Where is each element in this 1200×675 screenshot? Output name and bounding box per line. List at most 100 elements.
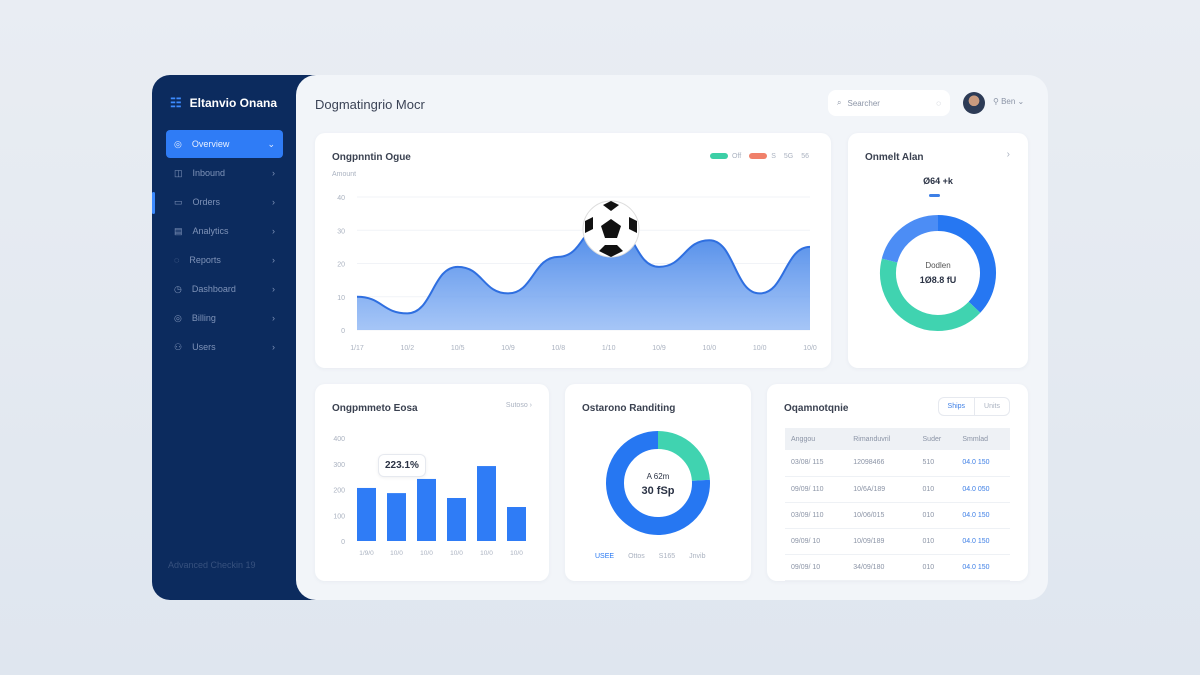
donut-card-1: Onmelt Alan › Ø64 +k Dodlen 1Ø8.8 fU [848,133,1028,368]
grid-icon: ▤ [174,225,183,236]
data-table: Anggou Rimanduvril Suder Smmlad 03/08/ 115 12… [785,428,1010,581]
area-chart-card: Ongpnntin Ogue Amount Off S 5G 56 0 10 20 30 40… [315,133,831,368]
donut1-center-value: 1Ø8.8 fU [919,275,957,285]
bar[interactable] [447,497,466,541]
user-menu[interactable]: ⚲ Ben ⌄ [993,97,1025,106]
sidebar-item-label: Inbound [192,168,226,178]
donut-slice[interactable] [657,431,710,482]
table-cell: 10/09/189 [847,528,917,555]
table-title: Oqamnotqnie [784,403,849,414]
sidebar-item-overview[interactable]: ◎ Overview ⌄ [166,130,283,158]
soccer-ball-icon [582,200,640,258]
table-cell: 12098466 [847,450,917,477]
sidebar-item-billing[interactable]: ◎ Billing › [166,304,283,332]
area-legend: Off S 5G 56 [709,153,809,160]
donut-slice[interactable] [880,258,981,331]
legend-item[interactable]: S165 [658,553,676,560]
tab-ships[interactable]: Ships [939,398,976,415]
legend-item[interactable]: Jnvib [689,553,706,560]
table-row[interactable]: 09/09/ 10 34/09/180 010 04.0 150 [785,554,1010,581]
bar[interactable] [477,466,496,541]
sidebar-item-analytics[interactable]: ▤ Analytics › [166,217,283,245]
table-row[interactable]: 03/08/ 115 12098466 510 04.0 150 [785,450,1010,477]
bar[interactable] [357,487,376,541]
donut-slice[interactable] [937,215,996,313]
x-tick-label: 10/5 [451,345,465,352]
x-tick-label: 10/2 [401,345,415,352]
x-tick-label: 10/0 [703,345,717,352]
table-row[interactable]: 09/09/ 10 10/09/189 010 04.0 150 [785,528,1010,555]
legend-label: 56 [801,153,809,160]
legend-item[interactable]: Ottos [628,553,645,560]
table-cell[interactable]: 04.0 150 [956,502,1010,529]
sidebar-item-reports[interactable]: ◌ Reports › [166,246,283,274]
table-cell[interactable]: 04.0 150 [956,528,1010,555]
sidebar-item-dashboard[interactable]: ◷ Dashboard › [166,275,283,303]
legend-item[interactable]: USEE [595,553,615,560]
table-cell: 010 [916,476,957,503]
x-tick-label: 10/9 [652,345,666,352]
active-marker [152,192,155,214]
legend-swatch [749,153,768,160]
tab-units[interactable]: Units [984,403,1000,410]
bar-link-label: Sutoso [505,402,528,409]
donut2-legend: USEE Ottos S165 Jnvib [595,553,706,560]
column-header[interactable]: Suder [916,428,957,450]
sidebar-item-inbound[interactable]: ◫ Inbound › [166,159,283,187]
search-input[interactable]: ⌕ Searcher ◌ [828,90,950,116]
table-cell[interactable]: 04.0 150 [956,554,1010,581]
donut-slice[interactable] [606,431,710,535]
bar[interactable] [387,493,406,541]
brand[interactable]: ☷ Eltanvio Onana [170,95,277,111]
y-tick-label: 0 [341,328,345,335]
table-cell[interactable]: 04.0 150 [956,450,1010,477]
bar-chart-title: Ongpmmeto Eosa [332,403,418,414]
donut-slice[interactable] [881,215,939,263]
sidebar-footer[interactable]: Advanced Checkin 19 [168,560,256,570]
table-cell: 09/09/ 10 [785,554,848,581]
donut2-title: Ostarono Randiting [582,403,676,414]
x-tick-label: 1/17 [350,345,364,352]
y-tick-label: 400 [333,436,345,443]
table-cell: 03/09/ 110 [785,502,848,529]
bar-chart-link[interactable]: Sutoso › [505,402,532,409]
legend-label: S [771,153,776,160]
user-icon: ⚇ [174,341,183,352]
y-tick-label: 200 [333,488,345,495]
donut-chart-1 [880,215,996,331]
chevron-icon: › [272,197,275,207]
table-cell: 510 [916,450,957,477]
y-tick-label: 300 [333,462,345,469]
refresh-icon: ◌ [174,255,180,265]
bar-chart: 0 100 200 300 400 1/9/0 10/0 10/0 10/0 10/0 10/0 [333,436,526,557]
sidebar-item-orders[interactable]: ▭ Orders › [166,188,283,216]
legend-label: 5G [783,153,794,160]
column-header[interactable]: Smmlad [956,428,1010,450]
table-row[interactable]: 09/09/ 110 10/6A/189 010 04.0 050 [785,476,1010,503]
column-header[interactable]: Rimanduvril [847,428,917,450]
chevron-right-icon[interactable]: › [1006,149,1010,160]
sidebar-item-label: Reports [189,255,221,265]
legend-item[interactable]: Off [709,153,741,160]
column-header[interactable]: Anggou [785,428,848,450]
area-fill [357,220,810,330]
x-tick-label: 10/0 [450,550,463,557]
x-tick-label: 10/0 [803,345,817,352]
sidebar-item-users[interactable]: ⚇ Users › [166,333,283,361]
bar[interactable] [417,478,436,541]
table-cell[interactable]: 04.0 050 [956,476,1010,503]
bar[interactable] [507,507,526,541]
brand-name: Eltanvio Onana [189,96,278,110]
bell-icon[interactable]: ◌ [936,98,941,108]
y-tick-label: 10 [337,295,345,302]
sidebar-item-label: Billing [191,313,216,323]
circle-icon: ◎ [174,312,182,323]
table-cell: 03/08/ 115 [785,450,848,477]
legend-item[interactable]: 56 [801,153,809,160]
table-row[interactable]: 03/09/ 110 10/06/015 010 04.0 150 [785,502,1010,529]
donut2-center-label: A 62m [646,472,670,481]
table-cell: 010 [916,502,957,529]
legend-item[interactable]: S [749,153,776,160]
avatar[interactable] [963,92,985,114]
legend-item[interactable]: 5G [784,153,793,160]
